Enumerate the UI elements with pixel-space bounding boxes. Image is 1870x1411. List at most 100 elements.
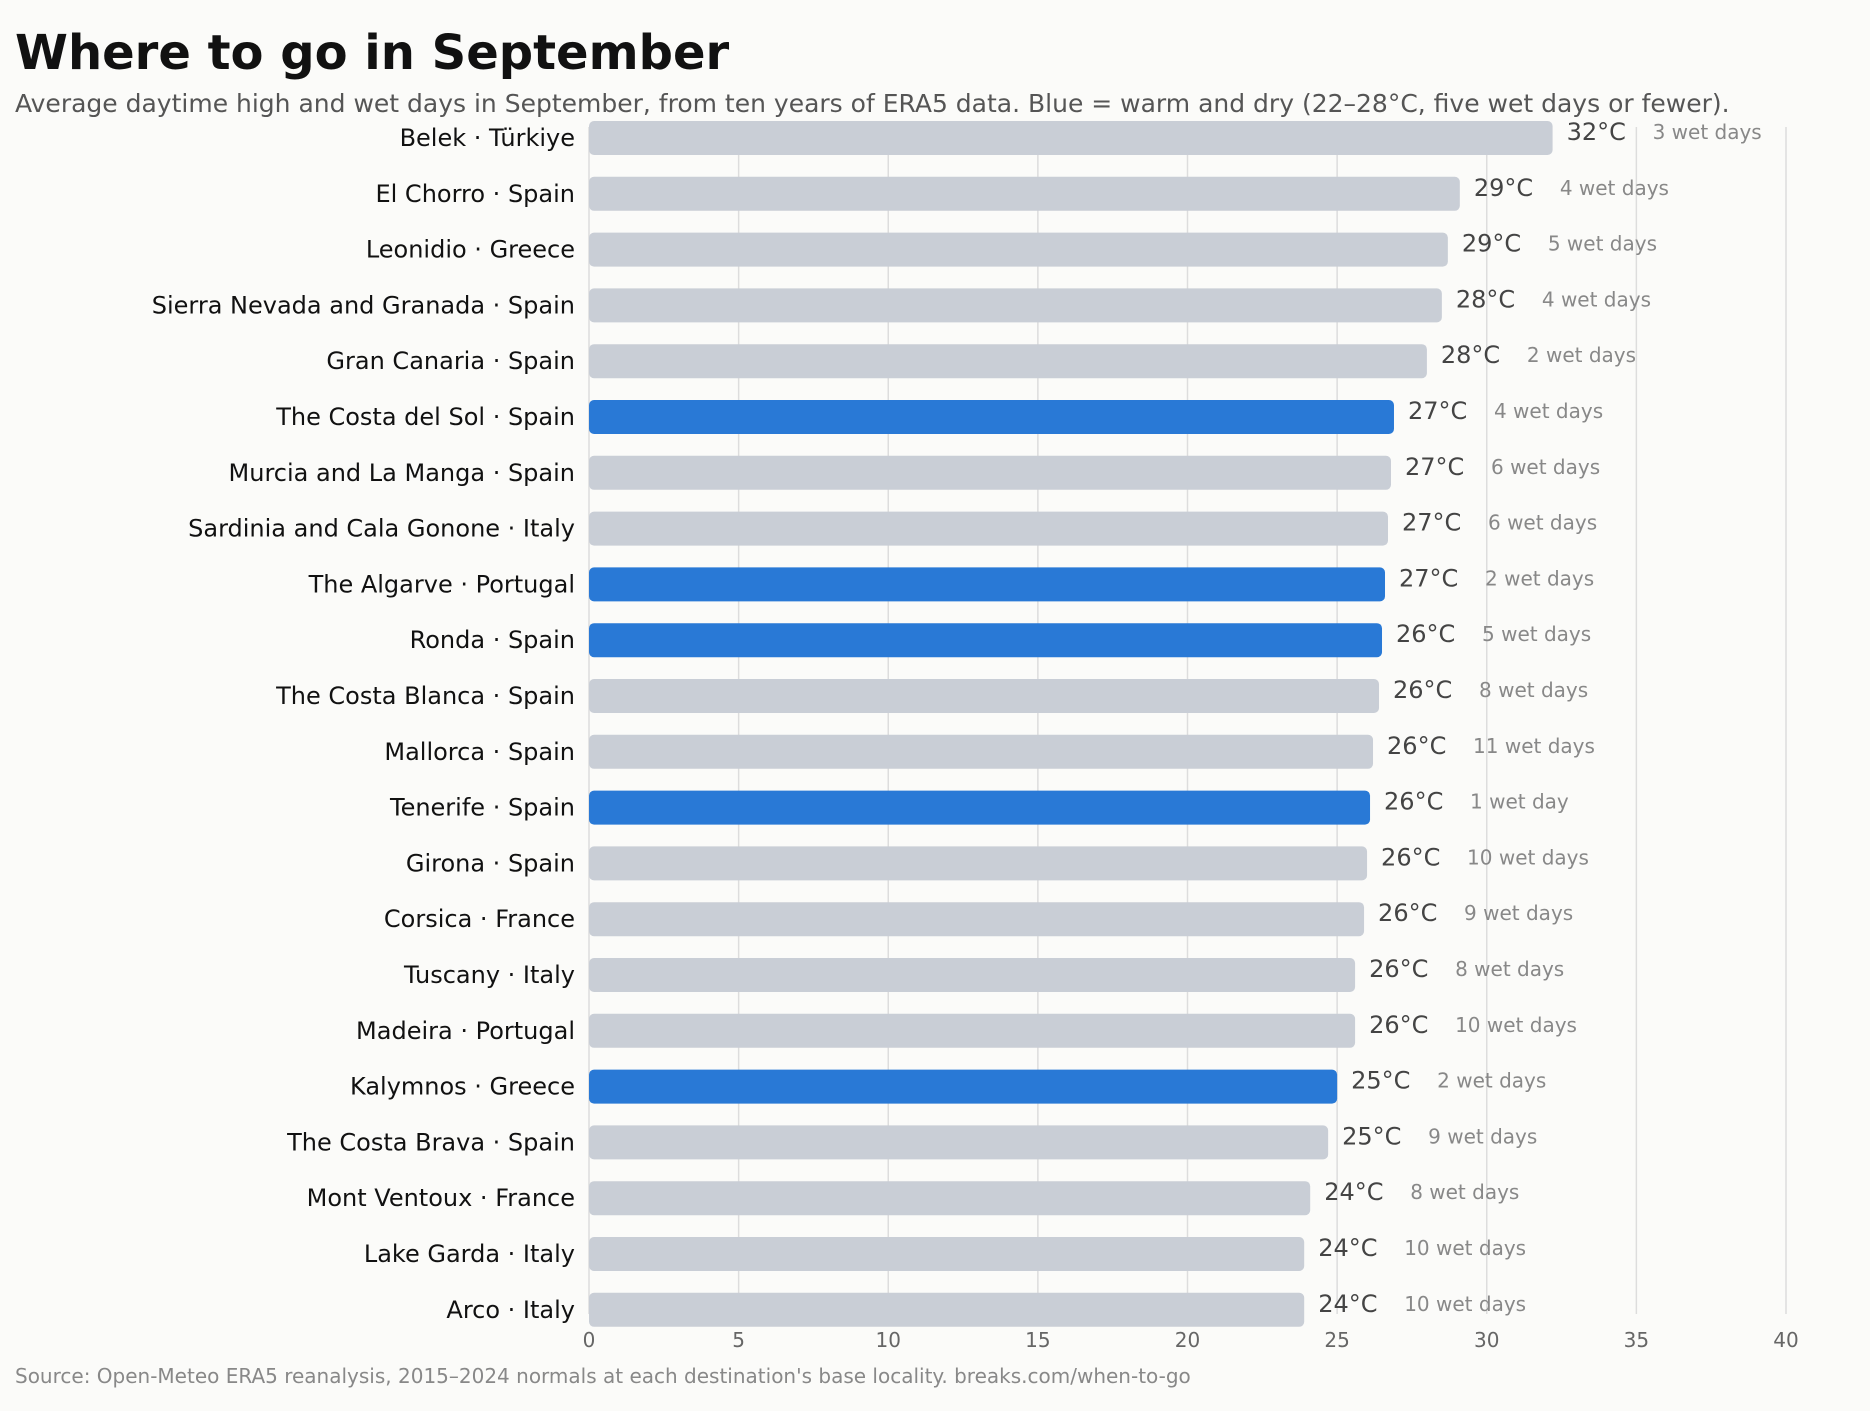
wet-days-label: 6 wet days [1488, 511, 1597, 535]
x-tick-label: 25 [1324, 1328, 1349, 1352]
bar [589, 288, 1442, 323]
category-label: The Costa del Sol · Spain [275, 403, 575, 431]
bar [589, 400, 1394, 434]
x-axis: 0 5 10 15 20 25 30 35 40 [583, 1328, 1799, 1352]
bar [589, 1013, 1356, 1048]
value-label: 26°C [1381, 843, 1440, 871]
wet-days-label: 2 wet days [1485, 566, 1594, 590]
wet-days-label: 5 wet days [1548, 232, 1657, 256]
value-label: 27°C [1408, 397, 1467, 425]
value-label: 24°C [1318, 1290, 1377, 1318]
bar [589, 902, 1365, 937]
bar [589, 1181, 1311, 1216]
source-note: Source: Open-Meteo ERA5 reanalysis, 2015… [15, 1364, 1191, 1388]
category-label: Leonidio · Greece [366, 236, 575, 264]
chart-subtitle: Average daytime high and wet days in Sep… [15, 89, 1730, 118]
x-tick-label: 35 [1624, 1328, 1649, 1352]
value-label: 26°C [1378, 899, 1437, 927]
category-label: Tuscany · Italy [403, 961, 575, 989]
x-tick-label: 20 [1175, 1328, 1200, 1352]
wet-days-label: 5 wet days [1482, 622, 1591, 646]
x-tick-label: 30 [1474, 1328, 1499, 1352]
bar [589, 511, 1388, 546]
category-label: Mont Ventoux · France [307, 1184, 575, 1212]
bar [589, 846, 1368, 881]
wet-days-label: 6 wet days [1491, 455, 1600, 479]
bar [589, 679, 1380, 713]
x-tick-label: 5 [732, 1328, 745, 1352]
bar [589, 790, 1371, 825]
value-label: 27°C [1399, 564, 1458, 592]
wet-days-label: 8 wet days [1455, 957, 1564, 981]
wet-days-label: 9 wet days [1428, 1124, 1537, 1148]
category-label: Madeira · Portugal [356, 1017, 575, 1045]
x-tick-label: 40 [1773, 1328, 1798, 1352]
value-label: 29°C [1462, 230, 1521, 258]
bar [589, 1069, 1338, 1104]
wet-days-label: 4 wet days [1542, 287, 1651, 311]
category-label: El Chorro · Spain [375, 180, 575, 208]
bar [589, 734, 1374, 769]
wet-days-label: 2 wet days [1527, 343, 1636, 367]
value-label: 28°C [1441, 341, 1500, 369]
category-label: Murcia and La Manga · Spain [229, 459, 575, 487]
wet-days-label: 2 wet days [1437, 1069, 1546, 1093]
chart-title: Where to go in September [15, 25, 730, 81]
wet-days-label: 10 wet days [1404, 1236, 1526, 1260]
x-tick-label: 0 [583, 1328, 596, 1352]
bar [589, 176, 1460, 211]
wet-days-label: 8 wet days [1410, 1180, 1519, 1204]
value-label: 27°C [1405, 453, 1464, 481]
bar [589, 121, 1553, 155]
bar [589, 958, 1356, 992]
category-label: Lake Garda · Italy [364, 1240, 575, 1268]
category-label: Kalymnos · Greece [350, 1073, 575, 1101]
wet-days-label: 11 wet days [1473, 734, 1595, 758]
value-label: 25°C [1351, 1067, 1410, 1095]
category-label: Sardinia and Cala Gonone · Italy [188, 515, 575, 543]
wet-days-label: 10 wet days [1455, 1013, 1577, 1037]
category-label: Corsica · France [384, 905, 575, 933]
value-label: 26°C [1369, 955, 1428, 983]
x-tick-label: 10 [876, 1328, 901, 1352]
grid-lines [588, 127, 1787, 1314]
value-label: 26°C [1384, 788, 1443, 816]
wet-days-label: 10 wet days [1467, 845, 1589, 869]
labels: Belek · Türkiye 32°C 3 wet days El Chorro ·… [152, 118, 1762, 1324]
category-label: The Costa Blanca · Spain [275, 682, 575, 710]
value-label: 28°C [1456, 285, 1515, 313]
category-label: Ronda · Spain [410, 626, 575, 654]
wet-days-label: 9 wet days [1464, 901, 1573, 925]
category-label: Mallorca · Spain [384, 738, 575, 766]
value-label: 26°C [1393, 676, 1452, 704]
category-label: Girona · Spain [406, 849, 575, 877]
category-label: Arco · Italy [446, 1296, 575, 1324]
category-label: Tenerife · Spain [389, 794, 575, 822]
bars [589, 121, 1553, 1327]
wet-days-label: 4 wet days [1494, 399, 1603, 423]
bar [589, 232, 1448, 267]
bar [589, 344, 1427, 379]
value-label: 29°C [1474, 174, 1533, 202]
category-label: The Costa Brava · Spain [286, 1128, 575, 1156]
wet-days-label: 1 wet day [1470, 790, 1569, 814]
value-label: 26°C [1396, 620, 1455, 648]
bar [589, 1125, 1329, 1160]
wet-days-label: 10 wet days [1404, 1292, 1526, 1316]
value-label: 24°C [1324, 1178, 1383, 1206]
bar [589, 567, 1386, 602]
wet-days-label: 8 wet days [1479, 678, 1588, 702]
value-label: 26°C [1369, 1011, 1428, 1039]
bar [589, 1292, 1305, 1327]
wet-days-label: 4 wet days [1560, 176, 1669, 200]
bar [589, 1237, 1305, 1271]
category-label: Belek · Türkiye [400, 124, 575, 152]
category-label: Gran Canaria · Spain [326, 347, 575, 375]
category-label: The Algarve · Portugal [308, 570, 575, 598]
wet-days-label: 3 wet days [1653, 120, 1762, 144]
bar [589, 623, 1383, 658]
value-label: 26°C [1387, 732, 1446, 760]
value-label: 25°C [1342, 1122, 1401, 1150]
value-label: 27°C [1402, 509, 1461, 537]
